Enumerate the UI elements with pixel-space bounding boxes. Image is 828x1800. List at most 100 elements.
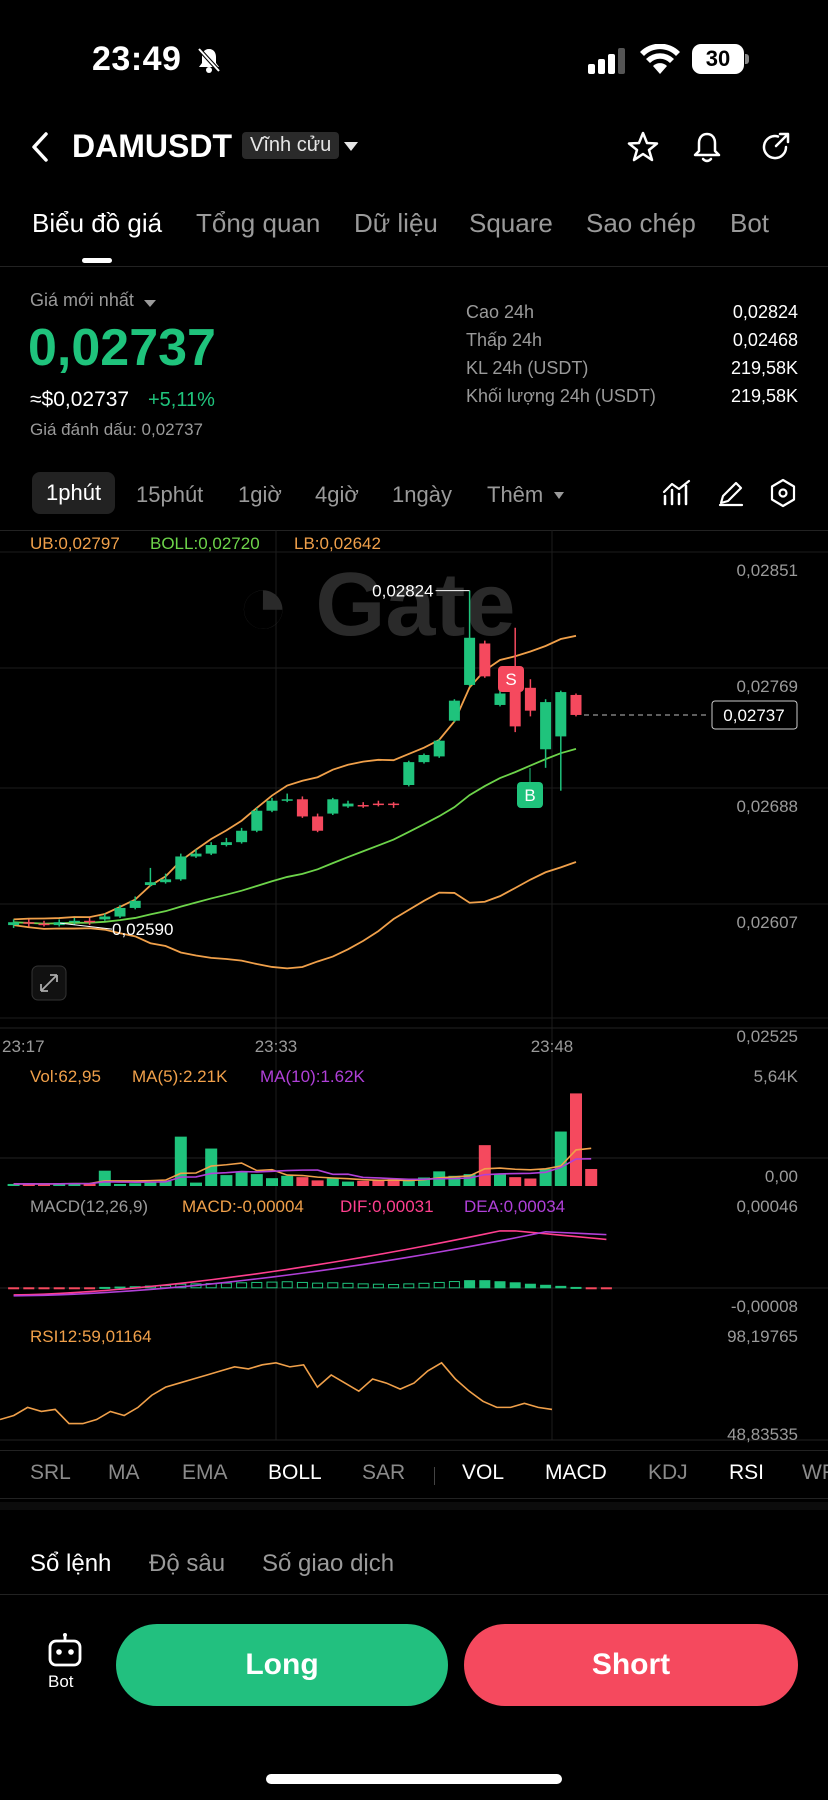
ind-tab-ema[interactable]: EMA xyxy=(182,1461,228,1484)
candle-body xyxy=(205,845,217,854)
timeframe-more[interactable]: Thêm xyxy=(487,482,544,507)
price-axis-label: 0,02688 xyxy=(737,797,798,816)
separator xyxy=(434,1467,435,1485)
macd-histogram-bar xyxy=(494,1281,506,1289)
low-price-label: 0,02590 xyxy=(112,920,173,939)
tab-bot[interactable]: Bot xyxy=(730,208,770,238)
candle-body xyxy=(251,810,263,831)
time-axis-label: 23:33 xyxy=(255,1037,298,1056)
settings-icon[interactable] xyxy=(768,478,798,508)
ind-tab-vol[interactable]: VOL xyxy=(462,1461,505,1484)
volume-bar xyxy=(7,1183,20,1186)
macd-histogram-bar xyxy=(251,1281,263,1289)
volume-bar xyxy=(296,1177,309,1186)
divider xyxy=(0,266,828,267)
candle-body xyxy=(494,693,506,705)
pencil-icon[interactable] xyxy=(716,478,746,508)
candle-body xyxy=(23,922,35,924)
pair-title[interactable]: DAMUSDT xyxy=(72,128,232,164)
macd-histogram-bar xyxy=(388,1284,400,1289)
ind-tab-kdj[interactable]: KDJ xyxy=(648,1461,688,1484)
tab-orderbook[interactable]: Sổ lệnh xyxy=(30,1550,112,1577)
ind-tab-wr[interactable]: WR xyxy=(802,1461,828,1484)
timeframe-1m[interactable]: 1phút xyxy=(32,472,116,514)
price-axis-label: 0,02525 xyxy=(737,1027,798,1046)
candle-body xyxy=(129,900,141,908)
candle-body xyxy=(312,816,324,831)
candle-body xyxy=(8,922,20,926)
candle-body xyxy=(464,637,476,685)
candle-body xyxy=(281,799,293,801)
candle-body xyxy=(68,920,80,923)
ind-tab-sar[interactable]: SAR xyxy=(362,1461,406,1484)
candle-body xyxy=(296,799,308,817)
last-price-label[interactable]: Giá mới nhất xyxy=(30,290,134,310)
chevron-down-icon[interactable] xyxy=(344,142,358,151)
stat-value-turnover: 219,58K xyxy=(730,386,798,406)
macd-histogram-bar xyxy=(600,1287,612,1290)
tab-copy[interactable]: Sao chép xyxy=(586,208,696,238)
candle-body xyxy=(372,803,384,806)
tab-depth[interactable]: Độ sâu xyxy=(149,1550,226,1577)
tab-square[interactable]: Square xyxy=(469,208,553,238)
indicator-icon[interactable] xyxy=(662,478,692,508)
short-button[interactable]: Short xyxy=(464,1624,798,1706)
volume-bar xyxy=(190,1182,202,1186)
expand-icon[interactable] xyxy=(40,974,58,992)
tab-overview[interactable]: Tổng quan xyxy=(196,208,321,238)
candle-body xyxy=(190,853,202,857)
bot-icon[interactable] xyxy=(46,1632,84,1668)
caret-down-icon[interactable] xyxy=(144,300,156,307)
tab-trades[interactable]: Số giao dịch xyxy=(262,1550,395,1577)
timeframe-15m[interactable]: 15phút xyxy=(136,482,204,507)
candle-body xyxy=(555,692,567,737)
macd-histogram-bar xyxy=(570,1286,582,1289)
bell-off-icon xyxy=(197,47,221,73)
ind-tab-ma[interactable]: MA xyxy=(108,1461,140,1484)
top-tabs: Biểu đồ giá Tổng quan Dữ liệu Square Sao… xyxy=(0,208,828,264)
timeframe-1d[interactable]: 1ngày xyxy=(392,482,452,507)
contract-type-badge[interactable]: Vĩnh cửu xyxy=(242,132,340,159)
volume-bar xyxy=(402,1180,415,1186)
candle-body xyxy=(570,694,582,715)
caret-down-icon[interactable] xyxy=(554,492,564,499)
tab-price-chart[interactable]: Biểu đồ giá xyxy=(32,208,163,238)
macd-histogram-bar xyxy=(555,1285,567,1289)
price-axis-label: 0,02769 xyxy=(737,677,798,696)
macd-histogram-bar xyxy=(220,1282,232,1289)
time-axis-label: 23:17 xyxy=(2,1037,45,1056)
macd-histogram-bar xyxy=(479,1280,491,1289)
tab-data[interactable]: Dữ liệu xyxy=(354,208,438,238)
macd-histogram-bar xyxy=(8,1287,20,1290)
volume-bar xyxy=(585,1168,598,1186)
volume-bar xyxy=(159,1180,172,1186)
long-button[interactable]: Long xyxy=(116,1624,448,1706)
bell-icon[interactable] xyxy=(690,130,724,164)
ind-tab-macd[interactable]: MACD xyxy=(545,1461,607,1484)
ind-tab-boll[interactable]: BOLL xyxy=(268,1461,322,1484)
volume-bar xyxy=(68,1182,81,1186)
indicator-tabs: SRL MA EMA BOLL SAR VOL MACD KDJ RSI WR xyxy=(0,1455,828,1495)
time-axis-label: 23:48 xyxy=(531,1037,574,1056)
tab-underline xyxy=(82,258,112,263)
ind-tab-srl[interactable]: SRL xyxy=(30,1461,71,1484)
volume-bar xyxy=(524,1178,537,1186)
candle-body xyxy=(220,842,232,846)
macd-histogram-bar xyxy=(84,1287,96,1290)
timeframe-1h[interactable]: 1giờ xyxy=(238,482,282,507)
low-marker-line xyxy=(59,922,113,930)
timeframe-4h[interactable]: 4giờ xyxy=(315,482,359,507)
bot-label[interactable]: Bot xyxy=(48,1672,74,1691)
volume-bar xyxy=(326,1178,339,1186)
rsi-axis-label: 48,83535 xyxy=(727,1425,798,1444)
back-icon[interactable] xyxy=(28,130,54,164)
share-icon[interactable] xyxy=(758,130,792,164)
star-icon[interactable] xyxy=(626,130,660,164)
macd-histogram-bar xyxy=(448,1281,460,1289)
ind-tab-rsi[interactable]: RSI xyxy=(729,1461,765,1484)
macd-dea-line xyxy=(13,1230,607,1297)
macd-histogram-bar xyxy=(236,1282,248,1289)
last-price-box xyxy=(711,700,798,730)
macd-histogram-bar xyxy=(585,1287,597,1290)
